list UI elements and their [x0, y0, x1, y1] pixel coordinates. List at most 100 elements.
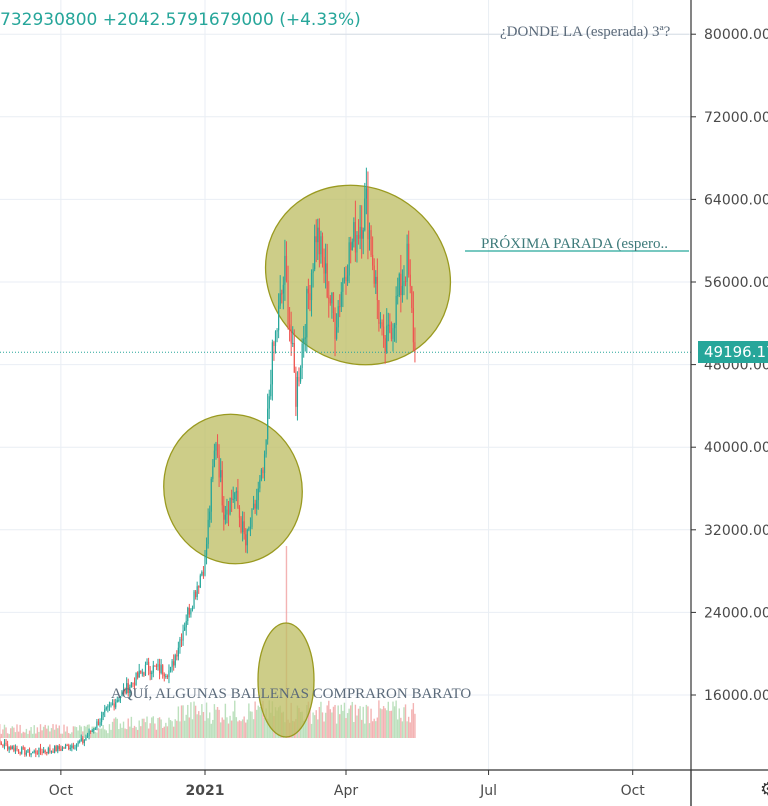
candle-body — [61, 747, 64, 751]
candle-body — [390, 332, 393, 339]
volume-bar — [382, 706, 385, 738]
volume-bar — [351, 701, 353, 738]
volume-bar — [346, 713, 349, 738]
volume-bar — [31, 733, 34, 738]
volume-bar — [104, 729, 106, 738]
candle-body — [22, 747, 24, 749]
candle-body — [343, 277, 346, 279]
volume-bar — [367, 706, 369, 738]
candle-body — [119, 696, 121, 701]
axis-settings-icon[interactable]: ⚙ — [760, 779, 768, 800]
candle-body — [193, 591, 195, 608]
volume-bar — [21, 733, 23, 738]
volume-bar — [332, 706, 335, 738]
candle-body — [21, 747, 23, 754]
volume-bar — [82, 731, 84, 738]
candle-body — [353, 222, 355, 242]
volume-bar — [61, 733, 64, 738]
x-tick-label: Oct — [49, 783, 74, 799]
candle-body — [10, 746, 12, 750]
volume-bar — [368, 723, 371, 738]
x-tick-label: 2021 — [186, 783, 225, 799]
volume-bar — [266, 718, 269, 738]
candle-body — [196, 586, 198, 598]
volume-bar — [215, 709, 217, 738]
candle-body — [155, 665, 158, 667]
candle-body — [55, 746, 57, 752]
volume-bars — [0, 546, 416, 738]
volume-bar — [144, 722, 147, 738]
volume-bar — [187, 704, 189, 738]
candle-body — [378, 300, 380, 324]
volume-bar — [310, 723, 313, 738]
candle-body — [108, 705, 111, 707]
volume-bar — [397, 719, 399, 738]
volume-bar — [224, 703, 227, 738]
candle-body — [224, 514, 226, 520]
candle-body — [83, 740, 85, 743]
volume-bar — [27, 733, 29, 738]
candle-body — [180, 639, 183, 641]
candle-body — [176, 655, 178, 657]
whales-note-label: AQUÍ, ALGUNAS BALLENAS COMPRARON BARATO — [111, 686, 472, 702]
candle-body — [130, 682, 132, 688]
volume-bar — [360, 719, 363, 738]
candle-body — [336, 327, 338, 339]
volume-bar — [230, 720, 233, 738]
volume-bar — [28, 730, 31, 738]
candle-body — [257, 488, 259, 501]
candle-body — [325, 263, 327, 274]
candle-body — [361, 226, 363, 239]
volume-bar — [138, 720, 140, 738]
volume-bar — [113, 718, 115, 738]
candle-body — [32, 751, 34, 754]
candle-body — [93, 729, 95, 731]
volume-bar — [122, 721, 125, 738]
candle-body — [143, 672, 145, 676]
candle-body — [124, 689, 126, 694]
volume-bar — [364, 723, 366, 738]
volume-bar — [77, 730, 79, 738]
volume-bar — [350, 705, 352, 738]
volume-bar — [213, 704, 216, 738]
volume-bar — [157, 718, 159, 738]
volume-bar — [35, 733, 37, 738]
candle-body — [14, 748, 17, 751]
volume-bar — [68, 732, 70, 738]
candle-body — [226, 509, 228, 515]
candle-body — [52, 751, 54, 753]
candle-body — [216, 443, 219, 456]
candle-body — [121, 691, 123, 697]
candle-body — [408, 243, 410, 275]
candle-body — [372, 254, 374, 266]
candle-body — [168, 670, 170, 678]
volume-bar — [75, 727, 78, 738]
candle-body — [334, 312, 336, 339]
candle-body — [278, 305, 280, 331]
candle-body — [47, 748, 49, 754]
candle-body — [19, 752, 21, 754]
candle-body — [384, 338, 386, 353]
volume-bar — [116, 718, 118, 738]
candle-body — [406, 243, 408, 282]
volume-bar — [219, 722, 222, 738]
candle-body — [301, 343, 303, 369]
candle-body — [309, 293, 311, 301]
candle-body — [383, 326, 385, 339]
candle-body — [259, 479, 261, 489]
candle-body — [215, 443, 217, 451]
volume-bar — [353, 721, 355, 738]
volume-bar — [321, 712, 324, 738]
volume-bar — [209, 712, 211, 738]
volume-bar — [42, 726, 45, 738]
candle-body — [249, 526, 252, 529]
candle-body — [312, 269, 314, 274]
candle-body — [30, 753, 32, 755]
candle-body — [127, 683, 129, 693]
volume-bar — [398, 708, 400, 738]
candle-body — [75, 744, 78, 748]
volume-bar — [72, 726, 75, 738]
volume-bar — [414, 713, 416, 738]
price-change-header: 732930800 +2042.5791679000 (+4.33%) — [0, 10, 361, 30]
volume-bar — [312, 712, 314, 738]
